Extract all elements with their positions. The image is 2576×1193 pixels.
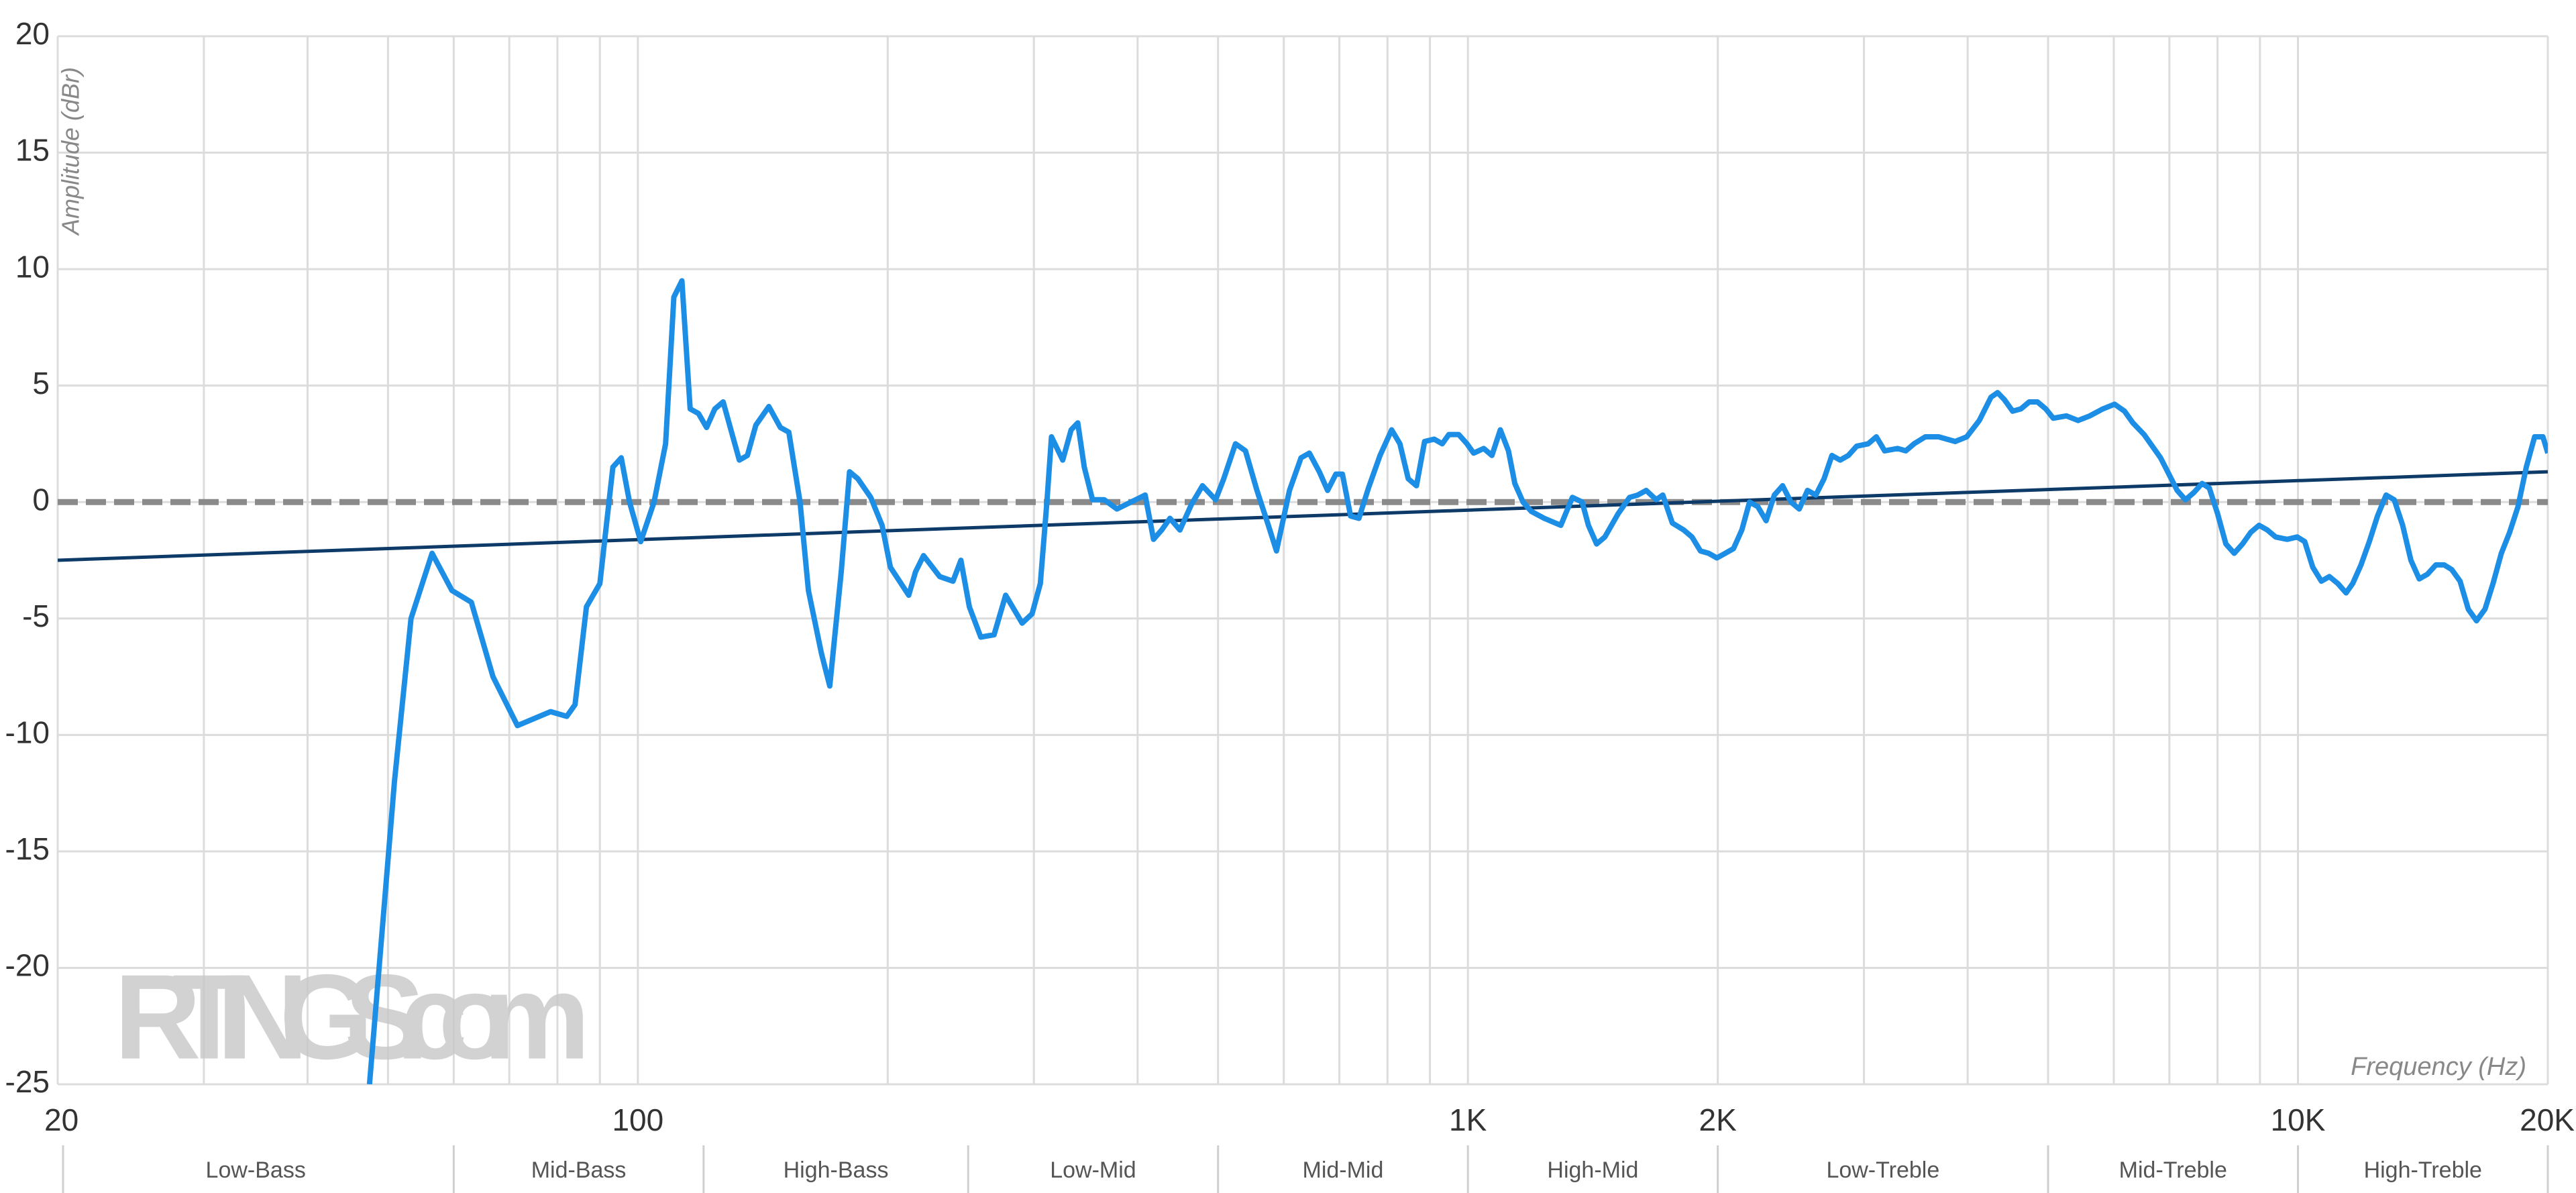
x-axis-label: Frequency (Hz) — [2351, 1053, 2526, 1081]
x-tick-label: 10K — [2271, 1102, 2326, 1137]
x-tick-label: 100 — [612, 1102, 663, 1137]
x-tick-label: 1K — [1449, 1102, 1487, 1137]
y-tick-label: 10 — [15, 249, 50, 284]
band-label: High-Mid — [1547, 1157, 1638, 1183]
band-label: Mid-Treble — [2119, 1157, 2227, 1183]
y-tick-label: -25 — [5, 1064, 50, 1099]
band-label: Low-Bass — [206, 1157, 306, 1183]
y-tick-label: 20 — [15, 16, 50, 51]
y-tick-label: 15 — [15, 133, 50, 168]
y-tick-label: -15 — [5, 831, 50, 866]
y-tick-label: 0 — [32, 482, 50, 517]
y-tick-label: 5 — [32, 366, 50, 401]
band-label: Mid-Mid — [1303, 1157, 1384, 1183]
band-label: Low-Mid — [1050, 1157, 1136, 1183]
x-tick-label: 2K — [1699, 1102, 1737, 1137]
band-label: High-Bass — [784, 1157, 889, 1183]
plot-area — [58, 278, 2548, 1084]
band-label: Low-Treble — [1826, 1157, 1939, 1183]
y-tick-label: -20 — [5, 948, 50, 983]
data-line — [58, 470, 2548, 562]
y-tick-label: -10 — [5, 715, 50, 749]
data-line — [366, 278, 2548, 1084]
band-label: High-Treble — [2364, 1157, 2482, 1183]
y-tick-label: -5 — [22, 599, 50, 633]
y-axis-label: Amplitude (dBr) — [57, 67, 85, 236]
watermark: RTINGS.com — [114, 950, 590, 1085]
band-label: Mid-Bass — [531, 1157, 627, 1183]
x-tick-label: 20K — [2520, 1102, 2575, 1137]
x-tick-label: 20 — [44, 1102, 78, 1137]
